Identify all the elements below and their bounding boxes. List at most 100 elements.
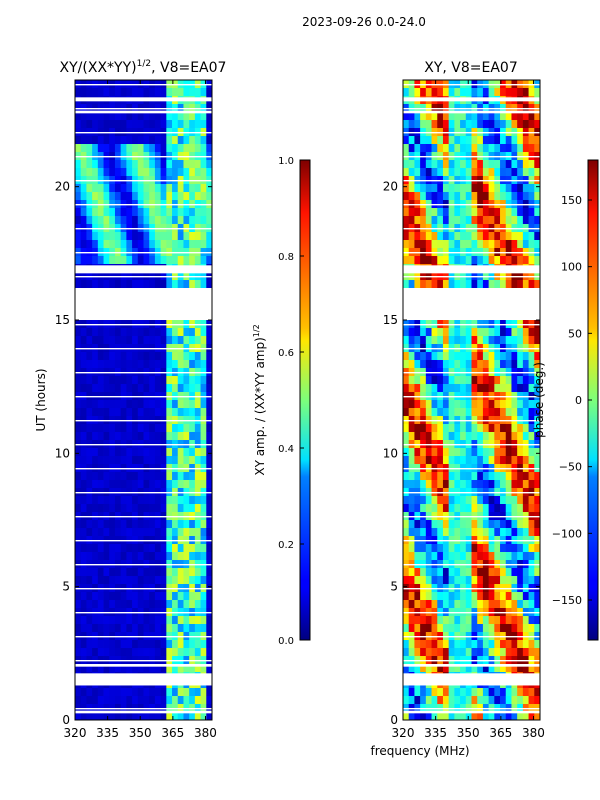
heatmap-cell bbox=[460, 432, 467, 441]
heatmap-cell bbox=[420, 472, 427, 481]
heatmap-cell bbox=[114, 120, 122, 129]
heatmap-cell bbox=[431, 600, 438, 609]
heatmap-cell bbox=[206, 120, 212, 129]
heatmap-cell bbox=[488, 456, 495, 465]
heatmap-cell bbox=[414, 120, 421, 129]
heatmap-cell bbox=[414, 688, 421, 697]
heatmap-cell bbox=[454, 648, 461, 657]
heatmap-cell bbox=[465, 240, 472, 249]
heatmap-cell bbox=[189, 448, 196, 457]
heatmap-cell bbox=[408, 552, 415, 561]
heatmap-cell bbox=[425, 424, 432, 433]
heatmap-cell bbox=[166, 480, 173, 489]
y-tick-label: 15 bbox=[383, 313, 398, 327]
heatmap-cell bbox=[425, 688, 432, 697]
heatmap-cell bbox=[92, 576, 99, 585]
heatmap-cell bbox=[437, 184, 444, 193]
heatmap-cell bbox=[75, 384, 82, 393]
heatmap-cell bbox=[206, 168, 212, 177]
heatmap-cell bbox=[403, 528, 410, 537]
heatmap-cell bbox=[448, 256, 455, 265]
heatmap-cell bbox=[86, 504, 93, 513]
heatmap-cell bbox=[114, 472, 122, 481]
heatmap-cell bbox=[442, 360, 450, 369]
heatmap-cell bbox=[494, 328, 501, 337]
heatmap-cell bbox=[200, 184, 207, 193]
heatmap-cell bbox=[431, 688, 438, 697]
heatmap-cell bbox=[189, 568, 196, 577]
heatmap-cell bbox=[500, 592, 507, 601]
heatmap-cell bbox=[471, 352, 478, 361]
heatmap-cell bbox=[528, 88, 535, 97]
heatmap-cell bbox=[534, 592, 540, 601]
heatmap-cell bbox=[75, 568, 82, 577]
heatmap-cell bbox=[120, 256, 127, 265]
heatmap-cell bbox=[454, 376, 461, 385]
heatmap-cell bbox=[448, 432, 455, 441]
heatmap-cell bbox=[194, 552, 201, 561]
heatmap-cell bbox=[132, 456, 139, 465]
heatmap-cell bbox=[471, 400, 478, 409]
heatmap-cell bbox=[200, 384, 207, 393]
heatmap-cell bbox=[442, 256, 450, 265]
heatmap-cell bbox=[494, 640, 501, 649]
heatmap-cell bbox=[460, 208, 467, 217]
heatmap-cell bbox=[206, 456, 212, 465]
heatmap-cell bbox=[114, 216, 122, 225]
heatmap-cell bbox=[414, 376, 421, 385]
heatmap-cell bbox=[517, 648, 524, 657]
heatmap-cell bbox=[465, 496, 472, 505]
colorbar-tick-label: 0 bbox=[575, 394, 582, 407]
heatmap-cell bbox=[442, 144, 450, 153]
heatmap-cell bbox=[448, 568, 455, 577]
heatmap-cell bbox=[86, 648, 93, 657]
heatmap-cell bbox=[477, 472, 484, 481]
heatmap-cell bbox=[154, 528, 162, 537]
heatmap-cell bbox=[114, 376, 122, 385]
heatmap-cell bbox=[132, 712, 139, 720]
heatmap-cell bbox=[172, 432, 179, 441]
heatmap-cell bbox=[494, 376, 501, 385]
heatmap-cell bbox=[425, 208, 432, 217]
heatmap-cell bbox=[500, 112, 507, 121]
heatmap-cell bbox=[517, 160, 524, 169]
heatmap-cell bbox=[442, 336, 450, 345]
heatmap-cell bbox=[431, 592, 438, 601]
heatmap-cell bbox=[403, 480, 410, 489]
heatmap-cell bbox=[183, 192, 190, 201]
heatmap-cell bbox=[534, 664, 540, 673]
heatmap-cell bbox=[517, 528, 524, 537]
heatmap-cell bbox=[511, 112, 518, 121]
heatmap-cell bbox=[437, 480, 444, 489]
heatmap-cell bbox=[482, 424, 490, 433]
heatmap-cell bbox=[465, 208, 472, 217]
heatmap-cell bbox=[425, 600, 432, 609]
heatmap-cell bbox=[109, 256, 116, 265]
heatmap-cell bbox=[500, 184, 507, 193]
heatmap-cell bbox=[75, 280, 82, 289]
heatmap-cell bbox=[75, 168, 82, 177]
heatmap-cell bbox=[528, 528, 535, 537]
heatmap-cell bbox=[425, 120, 432, 129]
heatmap-cell bbox=[137, 280, 144, 289]
heatmap-cell bbox=[103, 256, 110, 265]
heatmap-cell bbox=[465, 696, 472, 705]
heatmap-cell bbox=[160, 592, 167, 601]
heatmap-cell bbox=[448, 456, 455, 465]
heatmap-cell bbox=[97, 136, 104, 145]
data-gap bbox=[75, 252, 212, 254]
heatmap-cell bbox=[132, 576, 139, 585]
heatmap-cell bbox=[460, 184, 467, 193]
heatmap-cell bbox=[454, 88, 461, 97]
heatmap-cell bbox=[172, 360, 179, 369]
heatmap-cell bbox=[431, 232, 438, 241]
heatmap-cell bbox=[183, 328, 190, 337]
heatmap-cell bbox=[488, 160, 495, 169]
heatmap-cell bbox=[442, 472, 450, 481]
heatmap-cell bbox=[437, 696, 444, 705]
heatmap-cell bbox=[471, 136, 478, 145]
heatmap-cell bbox=[126, 88, 133, 97]
heatmap-cell bbox=[86, 616, 93, 625]
heatmap-cell bbox=[460, 456, 467, 465]
heatmap-cell bbox=[500, 496, 507, 505]
